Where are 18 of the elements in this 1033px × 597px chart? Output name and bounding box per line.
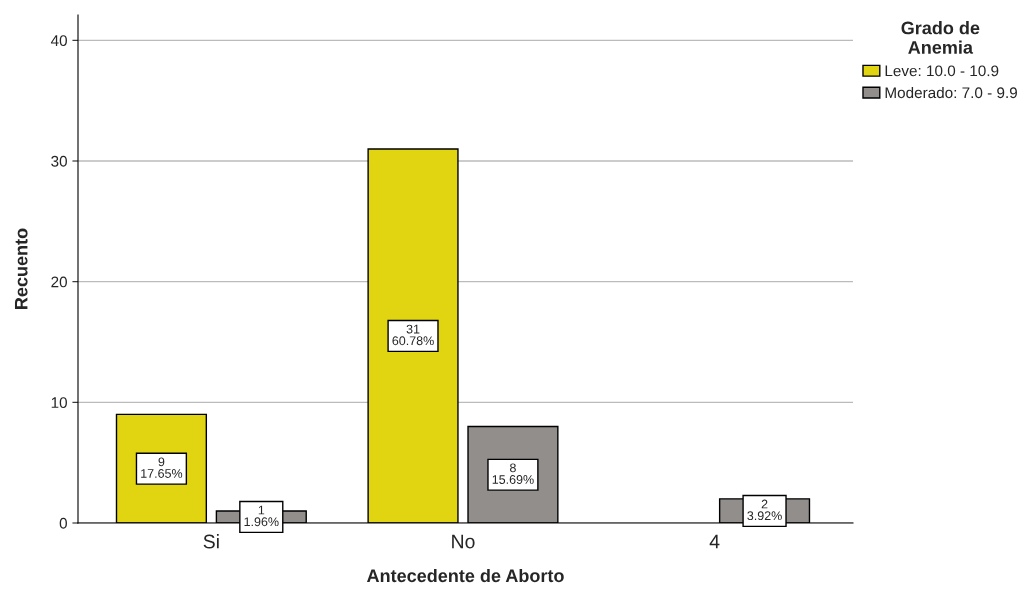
- y-axis-title: Recuento: [14, 228, 28, 309]
- x-axis-title: Antecedente de Aborto: [366, 568, 564, 583]
- data-label: 9 17.65%: [141, 457, 183, 478]
- data-label: 2 3.92%: [747, 499, 782, 521]
- legend-label: Leve: 10.0 - 10.9: [885, 65, 999, 77]
- data-label: 31 60.78%: [392, 324, 434, 346]
- data-label: 1 1.96%: [244, 505, 279, 527]
- x-tick-label: 4: [709, 534, 720, 549]
- y-tick-label: 20: [51, 276, 67, 288]
- data-label: 8 15.69%: [492, 463, 534, 484]
- legend-label: Moderado: 7.0 - 9.9: [885, 86, 1017, 99]
- y-tick-label: 30: [51, 155, 67, 167]
- legend-title: Grado de Anemia: [901, 21, 980, 54]
- y-tick-label: 0: [59, 517, 67, 529]
- x-tick-label: Si: [203, 534, 219, 549]
- y-tick-label: 40: [50, 35, 67, 47]
- y-tick-label: 10: [51, 397, 67, 409]
- x-tick-label: No: [452, 534, 475, 549]
